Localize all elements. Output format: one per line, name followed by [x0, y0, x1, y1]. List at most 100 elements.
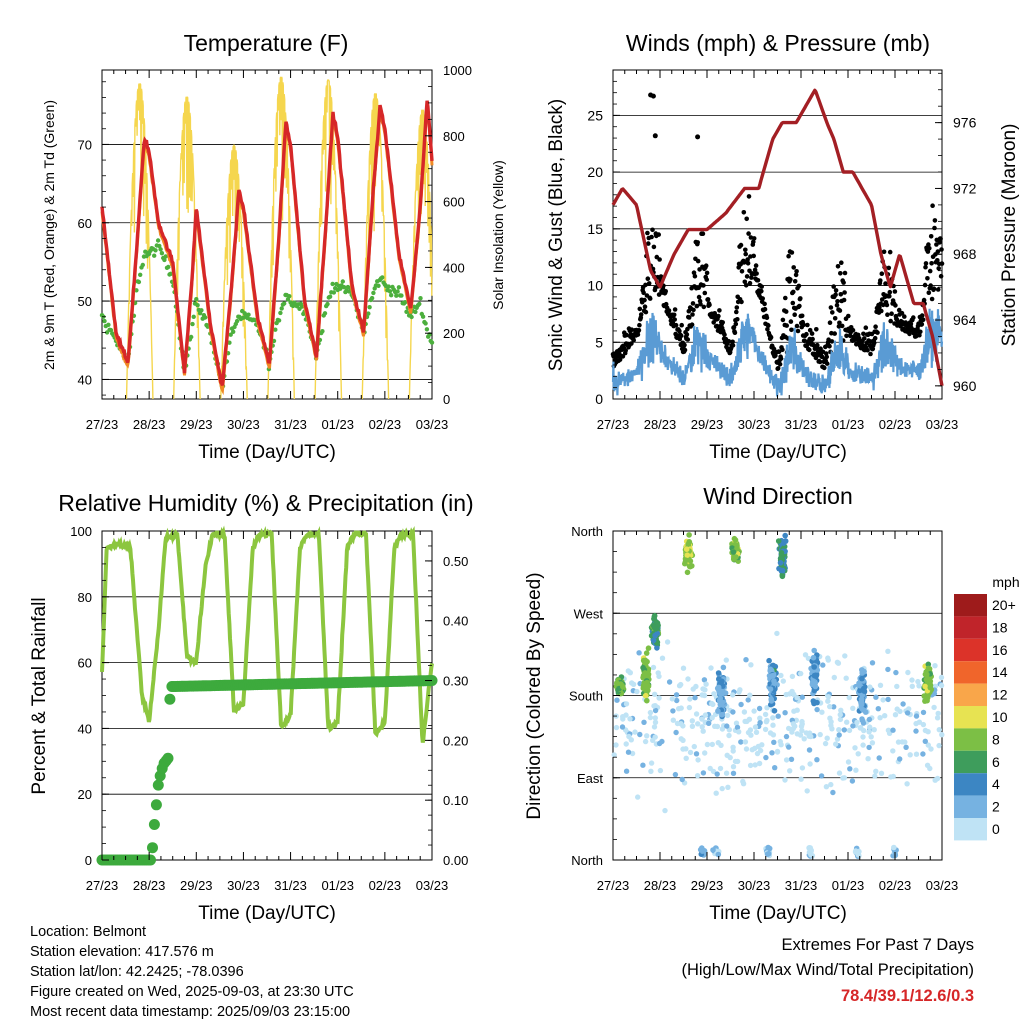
gust-point	[929, 296, 935, 302]
gust-point	[741, 210, 747, 215]
direction-point	[916, 683, 922, 689]
x-tick-label: 30/23	[227, 417, 260, 432]
direction-point	[841, 775, 847, 781]
dewpoint-point	[273, 327, 278, 332]
direction-point	[767, 686, 774, 692]
direction-point	[850, 723, 856, 729]
gust-point	[930, 203, 935, 208]
gust-point	[854, 342, 859, 347]
direction-point	[808, 733, 814, 740]
temperature-panel: Temperature (F) 40 50 60 70 0 200 400 600 800 10…	[41, 30, 506, 463]
direction-point	[866, 744, 872, 751]
direction-point	[656, 695, 662, 701]
gust-point	[751, 239, 756, 245]
direction-point	[652, 707, 659, 714]
gust-point	[792, 312, 797, 318]
gust-point	[704, 277, 709, 282]
direction-point	[920, 721, 927, 728]
dewpoint-point	[399, 293, 404, 298]
direction-point	[747, 762, 754, 769]
direction-point	[722, 690, 729, 696]
direction-point	[888, 774, 894, 780]
direction-point	[736, 729, 742, 735]
dewpoint-point	[199, 308, 204, 313]
direction-point	[818, 773, 825, 779]
gust-point	[841, 297, 847, 303]
solar-line	[314, 79, 343, 400]
direction-point	[632, 729, 638, 735]
gust-point	[888, 318, 893, 324]
direction-point	[651, 724, 658, 730]
winds-x-axis-label: Time (Day/UTC)	[709, 442, 847, 463]
y-tick-label: 20	[587, 164, 603, 180]
y2-tick-label: 400	[443, 260, 465, 275]
gust-point	[638, 312, 644, 317]
humidity-x-axis-label: Time (Day/UTC)	[198, 903, 336, 924]
solar-series	[125, 76, 433, 400]
direction-point	[673, 729, 679, 736]
direction-point	[834, 659, 841, 665]
y2-tick-label: 1000	[443, 63, 472, 78]
y2-tick-label: 0.30	[443, 674, 468, 689]
gust-point	[702, 290, 708, 296]
legend-swatch	[954, 795, 987, 818]
gust-point	[790, 300, 796, 306]
direction-point	[623, 712, 629, 718]
y-tick-label: 25	[587, 107, 603, 123]
legend-swatch	[954, 750, 987, 774]
gust-point	[734, 309, 739, 315]
direction-point	[825, 694, 832, 700]
gust-point	[835, 299, 840, 304]
direction-point	[882, 713, 888, 719]
direction-point	[674, 697, 680, 704]
x-tick-label: 02/23	[879, 878, 912, 893]
gust-point	[833, 292, 838, 298]
direction-point	[670, 708, 676, 714]
dewpoint-point	[409, 314, 414, 320]
direction-point	[756, 705, 763, 712]
x-tick-label: 31/23	[785, 417, 818, 432]
y-tick-label: 60	[78, 656, 92, 671]
y2-tick-label: 0.00	[443, 853, 468, 868]
gust-point	[884, 302, 890, 308]
gust-point	[754, 271, 759, 276]
gust-point	[678, 333, 684, 339]
gust-point	[744, 274, 750, 279]
direction-point	[868, 734, 874, 740]
direction-point	[747, 727, 754, 733]
direction-point	[877, 715, 883, 721]
x-tick-label: 31/23	[785, 878, 818, 893]
direction-point	[749, 747, 755, 753]
gust-point	[717, 308, 722, 313]
direction-point	[724, 752, 730, 758]
dewpoint-point	[190, 321, 195, 327]
gust-point	[629, 341, 634, 346]
gust-point	[887, 293, 892, 299]
direction-point	[716, 689, 723, 696]
legend-label: 16	[992, 642, 1008, 658]
x-tick-label: 03/23	[926, 417, 959, 432]
direction-point	[701, 677, 708, 683]
dewpoint-point	[320, 329, 325, 334]
gust-point	[837, 308, 843, 313]
dewpoint-point	[194, 297, 199, 302]
gust-point	[789, 327, 794, 333]
gust-point	[732, 330, 738, 336]
direction-point	[907, 752, 913, 758]
direction-point	[866, 716, 873, 723]
dewpoint-point	[420, 314, 426, 319]
direction-point	[692, 695, 698, 701]
direction-point	[895, 739, 902, 745]
x-tick-label: 28/23	[133, 417, 166, 432]
gust-point	[883, 281, 888, 286]
direction-point	[700, 728, 706, 734]
gust-point	[875, 330, 880, 335]
gust-point	[938, 236, 943, 241]
direction-point	[913, 728, 919, 734]
gust-point	[722, 332, 727, 338]
gust-point	[824, 361, 830, 366]
direction-point	[902, 739, 908, 745]
dewpoint-point	[276, 318, 282, 323]
direction-point	[716, 697, 723, 704]
